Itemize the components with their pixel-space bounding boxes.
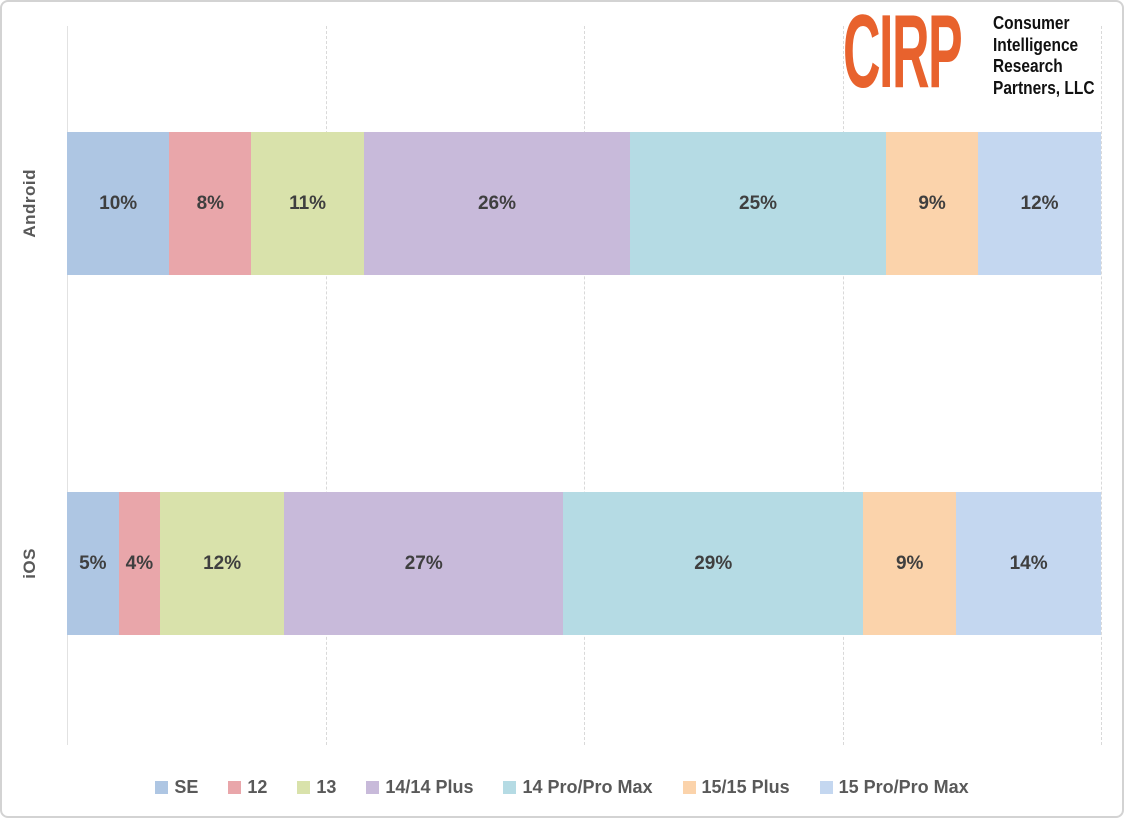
bar-segment-ios-13: 12%	[160, 492, 285, 635]
bar-row-android: 10% 8% 11% 26% 25% 9% 12%	[67, 132, 1101, 275]
legend-item-15-pro-pro-max: 15 Pro/Pro Max	[819, 776, 969, 798]
bar-segment-android-12: 8%	[169, 132, 252, 275]
legend-label: 14 Pro/Pro Max	[522, 776, 653, 797]
gridline-75	[842, 26, 844, 745]
bar-segment-ios-14-pro-pro-max: 29%	[563, 492, 864, 635]
segment-label: 11%	[289, 192, 327, 214]
gridline-50	[584, 26, 585, 745]
gridline-100	[1101, 26, 1102, 745]
legend-swatch	[228, 780, 242, 794]
segment-label: 26%	[477, 192, 516, 214]
bar-segment-android-14-14-plus: 26%	[363, 132, 631, 275]
gridline-25	[325, 26, 327, 745]
bar-row-ios: 5% 4% 12% 27% 29% 9% 14%	[67, 492, 1102, 635]
bar-segment-android-13: 11%	[251, 132, 364, 275]
bar-segment-android-14-pro-pro-max: 25%	[630, 132, 886, 275]
cirp-logo-wordmark: CIRP	[842, 0, 983, 110]
legend-item-12: 12	[228, 777, 267, 798]
legend-swatch	[682, 780, 696, 794]
legend-item-se: SE	[155, 777, 198, 798]
segment-label: 27%	[404, 552, 443, 574]
bar-segment-ios-15-pro-pro-max: 14%	[956, 492, 1102, 635]
logo-line: Intelligence	[992, 34, 1079, 55]
legend-swatch	[297, 780, 311, 794]
segment-label: 29%	[694, 552, 733, 574]
segment-label: 25%	[739, 192, 778, 214]
cirp-logo-subtitle: Consumer Intelligence Research Partners,…	[993, 12, 1111, 99]
segment-label: 12%	[1020, 192, 1059, 214]
segment-label: 8%	[196, 192, 225, 214]
bar-segment-android-15-pro-pro-max: 12%	[978, 132, 1101, 275]
legend-label: 15/15 Plus	[701, 776, 790, 797]
gridline-0	[67, 26, 68, 745]
legend-item-14-14-plus: 14/14 Plus	[366, 777, 473, 798]
cirp-logo-text: CIRP	[842, 0, 963, 110]
legend-label: 15 Pro/Pro Max	[838, 776, 969, 797]
bar-segment-android-15-15-plus: 9%	[886, 132, 979, 275]
cirp-logo: CIRP Consumer Intelligence Research Part…	[842, 0, 1111, 110]
legend-item-14-pro-pro-max: 14 Pro/Pro Max	[503, 776, 653, 798]
segment-label: 14%	[1009, 552, 1048, 574]
logo-line: Research	[992, 56, 1063, 76]
segment-label: 12%	[203, 552, 242, 574]
plot-area: 10% 8% 11% 26% 25% 9% 12% 5% 4% 12% 27% 29% 9% 14%	[67, 26, 1102, 745]
legend-label: 14/14 Plus	[385, 776, 474, 797]
legend: SE 12 13 14/14 Plus 14 Pro/Pro Max 15/15 Plus…	[2, 770, 1122, 804]
y-axis-label-android: Android	[20, 169, 39, 238]
legend-swatch	[366, 780, 380, 794]
bar-segment-ios-14-14-plus: 27%	[284, 492, 564, 635]
legend-label: 13	[316, 776, 337, 797]
bar-segment-ios-se: 5%	[67, 492, 119, 635]
legend-label: SE	[174, 776, 199, 797]
segment-label: 10%	[99, 192, 138, 214]
legend-item-13: 13	[297, 777, 336, 798]
segment-label: 5%	[79, 552, 107, 574]
legend-label: 12	[247, 776, 268, 797]
logo-line: Consumer	[992, 13, 1070, 33]
legend-swatch	[155, 780, 169, 794]
segment-label: 9%	[895, 552, 924, 574]
segment-label: 9%	[918, 192, 946, 214]
bar-segment-ios-12: 4%	[118, 492, 161, 635]
logo-line: Partners, LLC	[992, 77, 1095, 98]
y-axis-label-ios: iOS	[20, 548, 39, 579]
bar-segment-ios-15-15-plus: 9%	[863, 492, 957, 635]
legend-swatch	[503, 780, 517, 794]
bar-segment-android-se: 10%	[67, 132, 170, 275]
segment-label: 4%	[125, 552, 154, 574]
legend-item-15-15-plus: 15/15 Plus	[682, 776, 790, 798]
legend-swatch	[819, 780, 833, 794]
